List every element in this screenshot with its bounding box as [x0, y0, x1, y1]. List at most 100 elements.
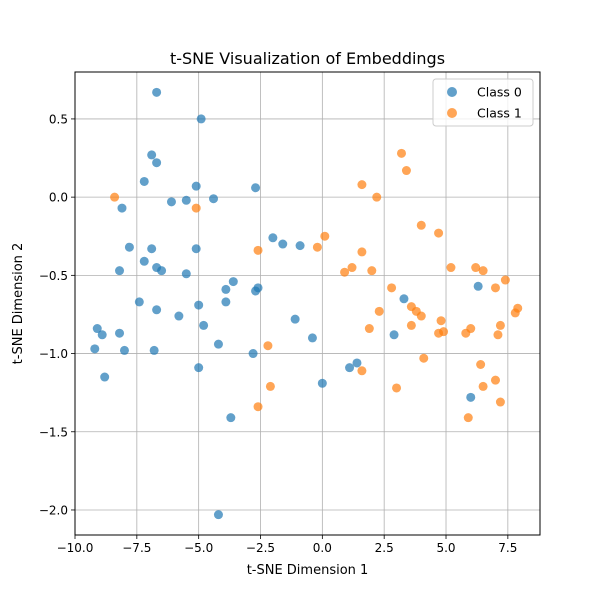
point-class-0 [389, 330, 399, 340]
point-class-1 [340, 267, 350, 277]
point-class-0 [174, 311, 184, 321]
point-class-0 [473, 281, 483, 291]
y-tick-label: −2.0 [39, 503, 68, 517]
point-class-0 [307, 333, 317, 343]
point-class-1 [401, 166, 411, 176]
point-class-1 [478, 381, 488, 391]
point-class-0 [345, 363, 355, 373]
x-tick-label: −2.5 [246, 541, 275, 555]
point-class-1 [490, 375, 500, 385]
x-tick-label: −10.0 [57, 541, 94, 555]
point-class-0 [194, 363, 204, 373]
point-class-0 [199, 320, 209, 330]
point-class-1 [471, 263, 481, 273]
point-class-0 [139, 176, 149, 186]
point-class-0 [399, 294, 409, 304]
point-class-0 [97, 330, 107, 340]
point-class-1 [265, 381, 275, 391]
point-class-0 [90, 344, 100, 354]
point-class-0 [268, 233, 278, 243]
point-class-0 [221, 284, 231, 294]
point-class-1 [434, 328, 444, 338]
point-class-0 [157, 266, 167, 276]
point-class-1 [253, 245, 263, 255]
point-class-1 [392, 383, 402, 393]
point-class-1 [419, 353, 429, 363]
point-class-1 [372, 192, 382, 202]
grid-lines [74, 72, 540, 535]
x-axis-label: t-SNE Dimension 1 [247, 563, 369, 578]
point-class-0 [251, 183, 261, 193]
point-class-0 [181, 195, 191, 205]
point-class-0 [119, 345, 129, 355]
point-class-1 [253, 402, 263, 412]
axis-ticks: −10.0 −7.5 −5.0 −2.5 0.0 2.5 5.0 7.5 −2.0 −1.5 −1.… [39, 112, 518, 555]
point-class-0 [152, 158, 162, 168]
legend-marker-class-1 [447, 108, 457, 118]
point-class-0 [181, 269, 191, 279]
point-class-0 [124, 242, 134, 252]
x-tick-label: 5.0 [436, 541, 455, 555]
point-class-0 [196, 114, 206, 124]
point-class-1 [191, 203, 201, 213]
point-class-1 [357, 180, 367, 190]
point-class-1 [416, 311, 426, 321]
y-tick-label: 0.5 [49, 112, 68, 126]
point-class-0 [152, 87, 162, 97]
point-class-1 [500, 275, 510, 285]
point-class-0 [228, 277, 238, 287]
x-tick-label: 0.0 [313, 541, 332, 555]
point-class-0 [117, 203, 127, 213]
chart-title: t-SNE Visualization of Embeddings [170, 49, 445, 68]
y-tick-label: 0.0 [49, 191, 68, 205]
point-class-0 [147, 150, 157, 160]
point-class-1 [490, 283, 500, 293]
point-class-0 [278, 239, 288, 249]
point-class-0 [295, 241, 305, 251]
y-tick-label: −1.5 [39, 425, 68, 439]
point-class-1 [320, 231, 330, 241]
point-class-0 [290, 314, 300, 324]
point-class-1 [436, 316, 446, 326]
point-class-1 [446, 263, 456, 273]
point-class-0 [352, 358, 362, 368]
point-class-0 [191, 181, 201, 191]
point-class-0 [226, 413, 236, 423]
point-class-1 [493, 330, 503, 340]
point-class-1 [406, 320, 416, 330]
point-class-0 [139, 256, 149, 266]
point-class-0 [100, 372, 110, 382]
point-class-1 [463, 413, 473, 423]
legend-label-class-0: Class 0 [477, 85, 522, 100]
point-class-1 [478, 266, 488, 276]
point-class-0 [194, 300, 204, 310]
point-class-1 [510, 308, 520, 318]
point-class-1 [347, 263, 357, 273]
point-class-0 [213, 510, 223, 520]
point-class-0 [92, 324, 102, 334]
y-tick-label: −1.0 [39, 347, 68, 361]
point-class-1 [357, 366, 367, 376]
point-class-0 [251, 286, 261, 296]
point-class-1 [312, 242, 322, 252]
y-axis-label: t-SNE Dimension 2 [11, 243, 26, 365]
point-class-0 [466, 392, 476, 402]
x-tick-label: 2.5 [375, 541, 394, 555]
point-class-1 [364, 324, 374, 334]
point-class-1 [416, 220, 426, 230]
legend-label-class-1: Class 1 [477, 106, 522, 121]
point-class-0 [152, 305, 162, 315]
point-class-0 [134, 297, 144, 307]
point-class-0 [209, 194, 219, 204]
point-class-0 [166, 197, 176, 207]
point-class-1 [387, 283, 397, 293]
x-tick-label: −5.0 [184, 541, 213, 555]
point-class-0 [221, 297, 231, 307]
point-class-0 [115, 328, 125, 338]
point-class-1 [263, 341, 273, 351]
point-class-1 [110, 192, 120, 202]
plot-frame [74, 71, 541, 536]
point-class-0 [191, 244, 201, 254]
point-class-1 [466, 324, 476, 334]
